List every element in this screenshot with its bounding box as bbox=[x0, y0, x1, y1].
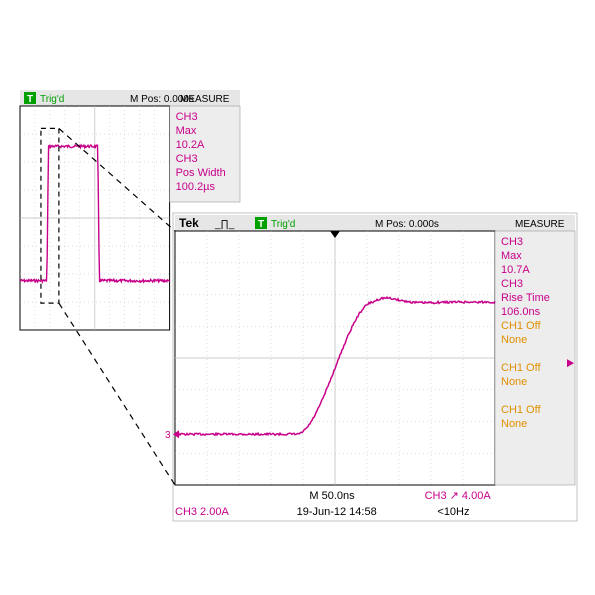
svg-text:CH3: CH3 bbox=[501, 236, 523, 248]
svg-text:CH1 Off: CH1 Off bbox=[501, 362, 541, 374]
svg-text:MEASURE: MEASURE bbox=[515, 219, 565, 230]
svg-text:Max: Max bbox=[501, 250, 522, 262]
svg-text:None: None bbox=[501, 376, 527, 388]
svg-text:CH3 ↗ 4.00A: CH3 ↗ 4.00A bbox=[425, 490, 492, 502]
svg-text:CH3: CH3 bbox=[501, 278, 523, 290]
svg-text:Trig'd: Trig'd bbox=[271, 219, 295, 230]
figure-canvas: T Trig'd M Pos: 0.000s MEASURE CH3 Max 10.2A CH… bbox=[0, 0, 595, 595]
svg-text:M 50.0ns: M 50.0ns bbox=[309, 490, 355, 502]
svg-text:3: 3 bbox=[165, 430, 171, 441]
svg-text:<10Hz: <10Hz bbox=[437, 506, 469, 518]
svg-text:106.0ns: 106.0ns bbox=[501, 306, 541, 318]
svg-text:CH1 Off: CH1 Off bbox=[501, 320, 541, 332]
svg-text:CH3: CH3 bbox=[176, 111, 198, 123]
svg-text:None: None bbox=[501, 334, 527, 346]
svg-text:Trig'd: Trig'd bbox=[40, 94, 64, 105]
svg-text:T: T bbox=[27, 94, 33, 105]
svg-text:T: T bbox=[258, 219, 264, 230]
svg-text:10.7A: 10.7A bbox=[501, 264, 530, 276]
svg-text:M Pos: 0.000s: M Pos: 0.000s bbox=[375, 219, 439, 230]
svg-text:Tek: Tek bbox=[179, 216, 199, 230]
svg-text:Pos Width: Pos Width bbox=[176, 167, 226, 179]
svg-text:Rise Time: Rise Time bbox=[501, 292, 550, 304]
svg-text:CH1 Off: CH1 Off bbox=[501, 404, 541, 416]
svg-text:10.2A: 10.2A bbox=[176, 139, 205, 151]
svg-text:19-Jun-12 14:58: 19-Jun-12 14:58 bbox=[297, 506, 377, 518]
svg-text:100.2µs: 100.2µs bbox=[176, 181, 216, 193]
svg-text:MEASURE: MEASURE bbox=[180, 94, 230, 105]
scope-2: Tek _∏_ T Trig'd M Pos: 0.000s MEASURE CH3 Max 1… bbox=[165, 213, 577, 521]
svg-text:CH3: CH3 bbox=[176, 153, 198, 165]
svg-text:Max: Max bbox=[176, 125, 197, 137]
ch-label: CH3 2.00A bbox=[175, 506, 229, 518]
svg-text:None: None bbox=[501, 418, 527, 430]
svg-text:_∏_: _∏_ bbox=[214, 219, 235, 230]
